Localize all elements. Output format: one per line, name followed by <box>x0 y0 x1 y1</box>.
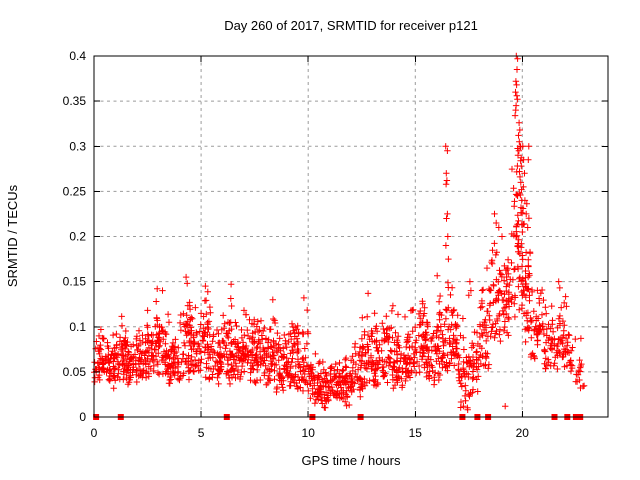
x-tick-label: 20 <box>516 426 530 440</box>
y-tick-label: 0.25 <box>63 184 87 198</box>
x-tick-label: 5 <box>198 426 205 440</box>
y-tick-label: 0.3 <box>69 139 86 153</box>
y-tick-label: 0.15 <box>63 275 87 289</box>
axis-ticks <box>93 55 608 418</box>
y-tick-label: 0.2 <box>69 230 86 244</box>
x-tick-label: 0 <box>91 426 98 440</box>
x-tick-label: 10 <box>302 426 316 440</box>
y-tick-labels: 0 0.05 0.1 0.15 0.2 0.25 0.3 0.35 0.4 <box>63 49 87 424</box>
x-tick-labels: 0 5 10 15 20 <box>91 426 530 440</box>
chart-title: Day 260 of 2017, SRMTID for receiver p12… <box>224 18 478 33</box>
y-tick-label: 0.05 <box>63 365 87 379</box>
y-tick-label: 0.4 <box>69 49 86 63</box>
x-tick-label: 15 <box>409 426 423 440</box>
y-tick-label: 0 <box>79 410 86 424</box>
x-axis-label: GPS time / hours <box>302 453 401 468</box>
y-tick-label: 0.1 <box>69 320 86 334</box>
scatter-points <box>91 52 588 413</box>
y-tick-label: 0.35 <box>63 94 87 108</box>
y-axis-label: SRMTID / TECUs <box>5 184 20 287</box>
